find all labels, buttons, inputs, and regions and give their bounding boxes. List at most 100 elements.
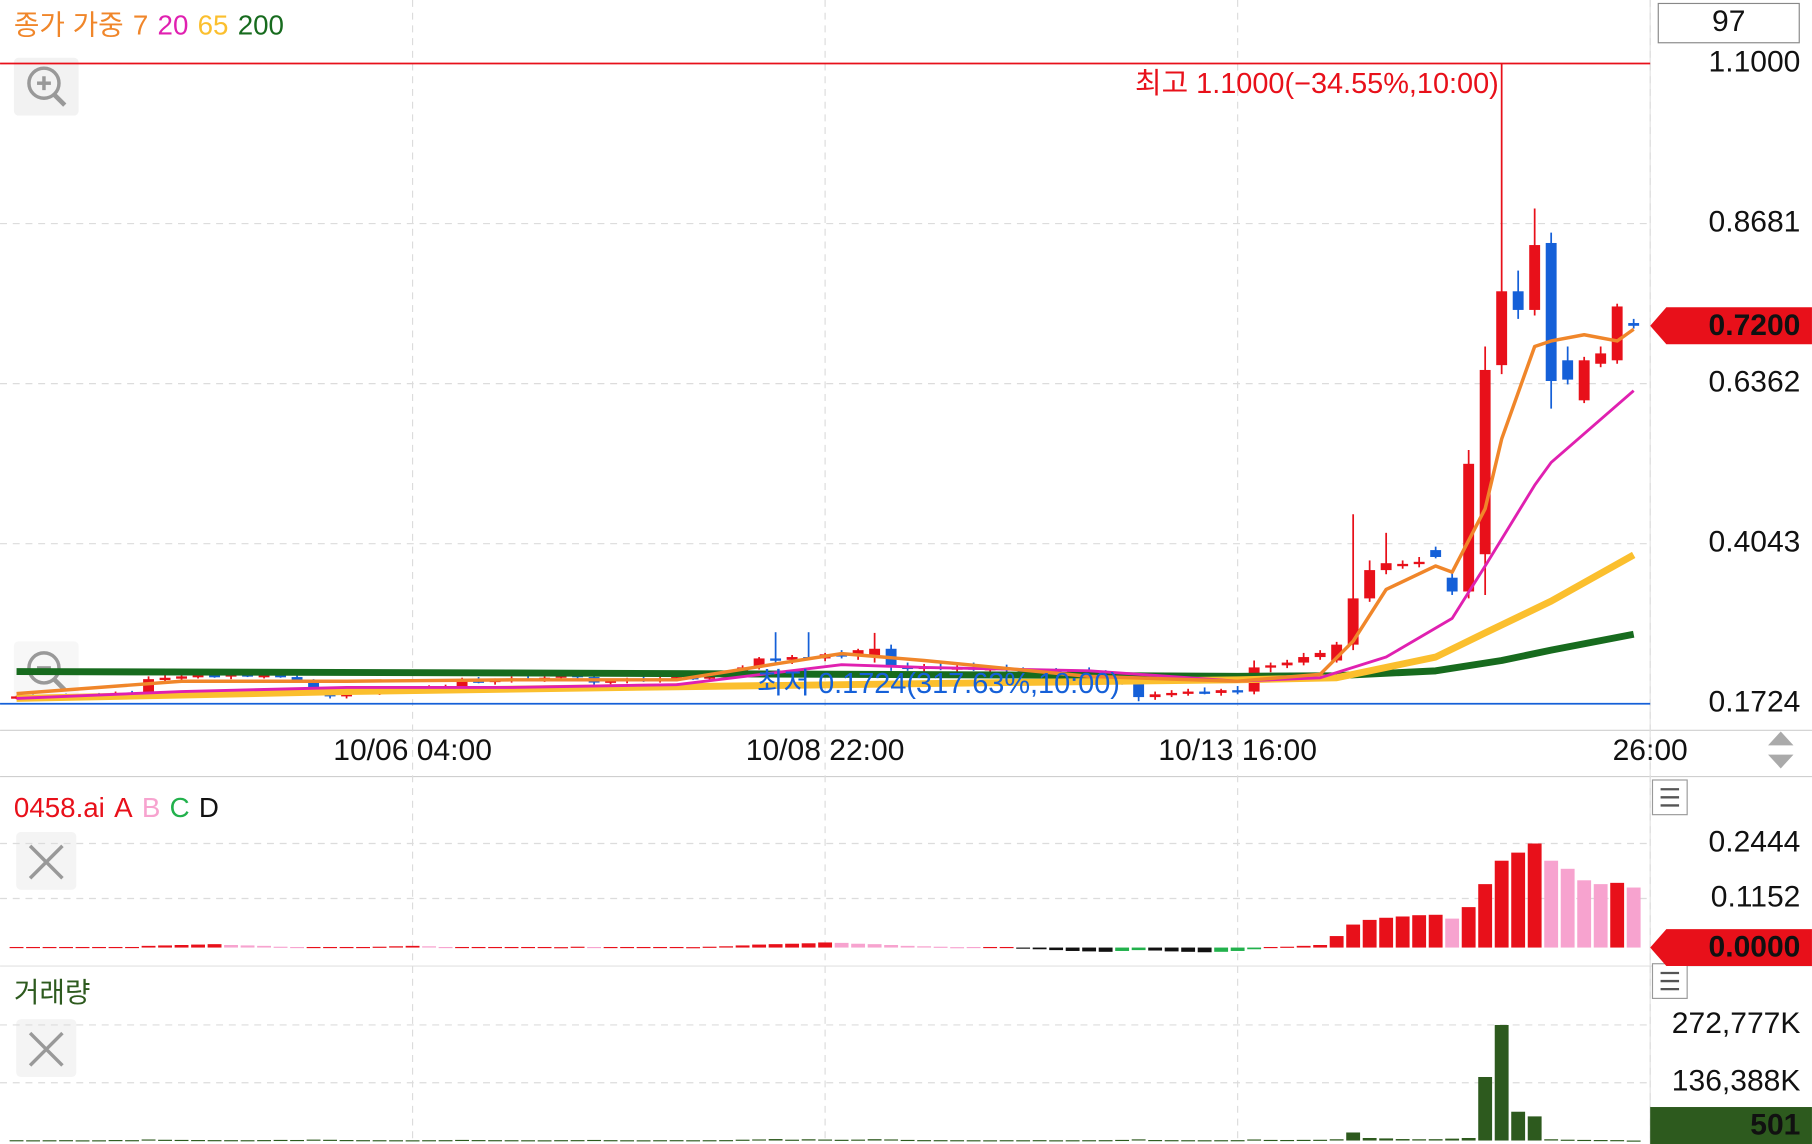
bar — [372, 1140, 387, 1142]
bar — [1478, 1076, 1493, 1141]
bar — [1362, 1137, 1377, 1141]
bar — [867, 944, 882, 948]
icon — [27, 651, 61, 685]
bar — [1577, 880, 1592, 948]
bar — [438, 1140, 453, 1142]
icon — [27, 66, 61, 100]
y-tick-label: 0.2444 — [1709, 825, 1801, 858]
bar — [42, 946, 57, 949]
candle-body — [1496, 291, 1508, 366]
bar — [537, 1140, 552, 1142]
bar — [950, 947, 965, 949]
bar — [1049, 1140, 1064, 1142]
x-tick-label: 10/13 16:00 — [1158, 734, 1317, 767]
bar — [1610, 882, 1625, 948]
bar — [1544, 1139, 1559, 1141]
bar — [356, 1140, 371, 1142]
bar — [719, 1140, 734, 1142]
bar — [1445, 918, 1460, 948]
bar — [1148, 1140, 1163, 1142]
bar — [108, 1140, 123, 1142]
bar — [1098, 1140, 1113, 1142]
bar — [669, 946, 684, 949]
bar — [141, 1139, 156, 1141]
candle-body — [1166, 692, 1178, 696]
close-indicator-button[interactable] — [16, 832, 77, 890]
icon[interactable] — [1768, 731, 1794, 769]
candle-body — [770, 658, 782, 661]
bar — [273, 946, 288, 948]
bar — [92, 946, 106, 949]
bar — [323, 1139, 338, 1141]
bar — [785, 943, 800, 948]
bar — [603, 1140, 618, 1142]
bar — [1395, 916, 1410, 948]
candle-body — [786, 657, 798, 660]
current-value-tag-bg — [1650, 1107, 1812, 1144]
bar — [1527, 843, 1542, 948]
bar — [735, 945, 750, 948]
bar — [1593, 1140, 1608, 1142]
bar — [702, 946, 717, 948]
bar — [323, 946, 338, 949]
bar — [1230, 1140, 1245, 1142]
bar — [1461, 907, 1476, 948]
bar — [1610, 1140, 1625, 1142]
scroll-button[interactable] — [1768, 731, 1794, 769]
menu-button[interactable] — [1651, 779, 1688, 816]
y-tick-label: 0.6362 — [1709, 366, 1801, 399]
bar — [290, 1139, 304, 1142]
bar — [1296, 945, 1311, 948]
candle-body — [753, 658, 765, 668]
candle-body — [291, 677, 303, 682]
bar — [191, 944, 205, 948]
bar — [1214, 947, 1229, 952]
bar — [950, 1140, 965, 1142]
bar — [75, 946, 90, 949]
menu-button[interactable] — [1651, 963, 1688, 999]
bar — [1329, 936, 1344, 948]
zoom-in-button[interactable] — [13, 57, 79, 116]
bar — [1065, 947, 1080, 951]
candle-body — [192, 674, 204, 678]
legend-entry: B — [142, 792, 161, 823]
close-volume-button[interactable] — [16, 1019, 77, 1077]
bar — [768, 1139, 783, 1141]
current-value-tag-bg — [1650, 929, 1812, 967]
candle-body — [275, 674, 287, 678]
legend-entry: 200 — [238, 10, 284, 41]
candle-body — [1232, 690, 1244, 693]
bar — [1082, 1140, 1097, 1142]
bar — [735, 1139, 750, 1141]
bar — [1379, 1138, 1394, 1141]
badge: 97 — [1712, 5, 1745, 38]
bar — [983, 1140, 998, 1142]
bar — [900, 945, 915, 948]
bar — [389, 1140, 404, 1142]
candle-body — [1149, 694, 1161, 698]
bar — [818, 942, 833, 948]
candle-body — [1182, 691, 1194, 694]
candle-body — [1562, 360, 1574, 380]
bar — [1065, 1140, 1080, 1142]
bar — [554, 947, 569, 949]
icon — [28, 844, 64, 880]
bar — [422, 946, 437, 948]
bar — [719, 946, 734, 948]
bar — [785, 1139, 800, 1141]
bar — [686, 947, 701, 949]
bar — [554, 1140, 569, 1142]
bar — [191, 1140, 205, 1142]
button-bg[interactable] — [13, 57, 79, 116]
icon — [52, 93, 67, 107]
low-label: 최저 0.1724(317.63%,10:00) — [757, 668, 1120, 700]
bar — [1131, 947, 1146, 951]
bar — [1478, 884, 1493, 948]
bar — [570, 946, 585, 948]
bar — [587, 1139, 602, 1142]
bar — [686, 1140, 701, 1142]
legend-entry: C — [170, 792, 190, 823]
candle-body — [1479, 369, 1491, 555]
bar — [339, 946, 354, 949]
